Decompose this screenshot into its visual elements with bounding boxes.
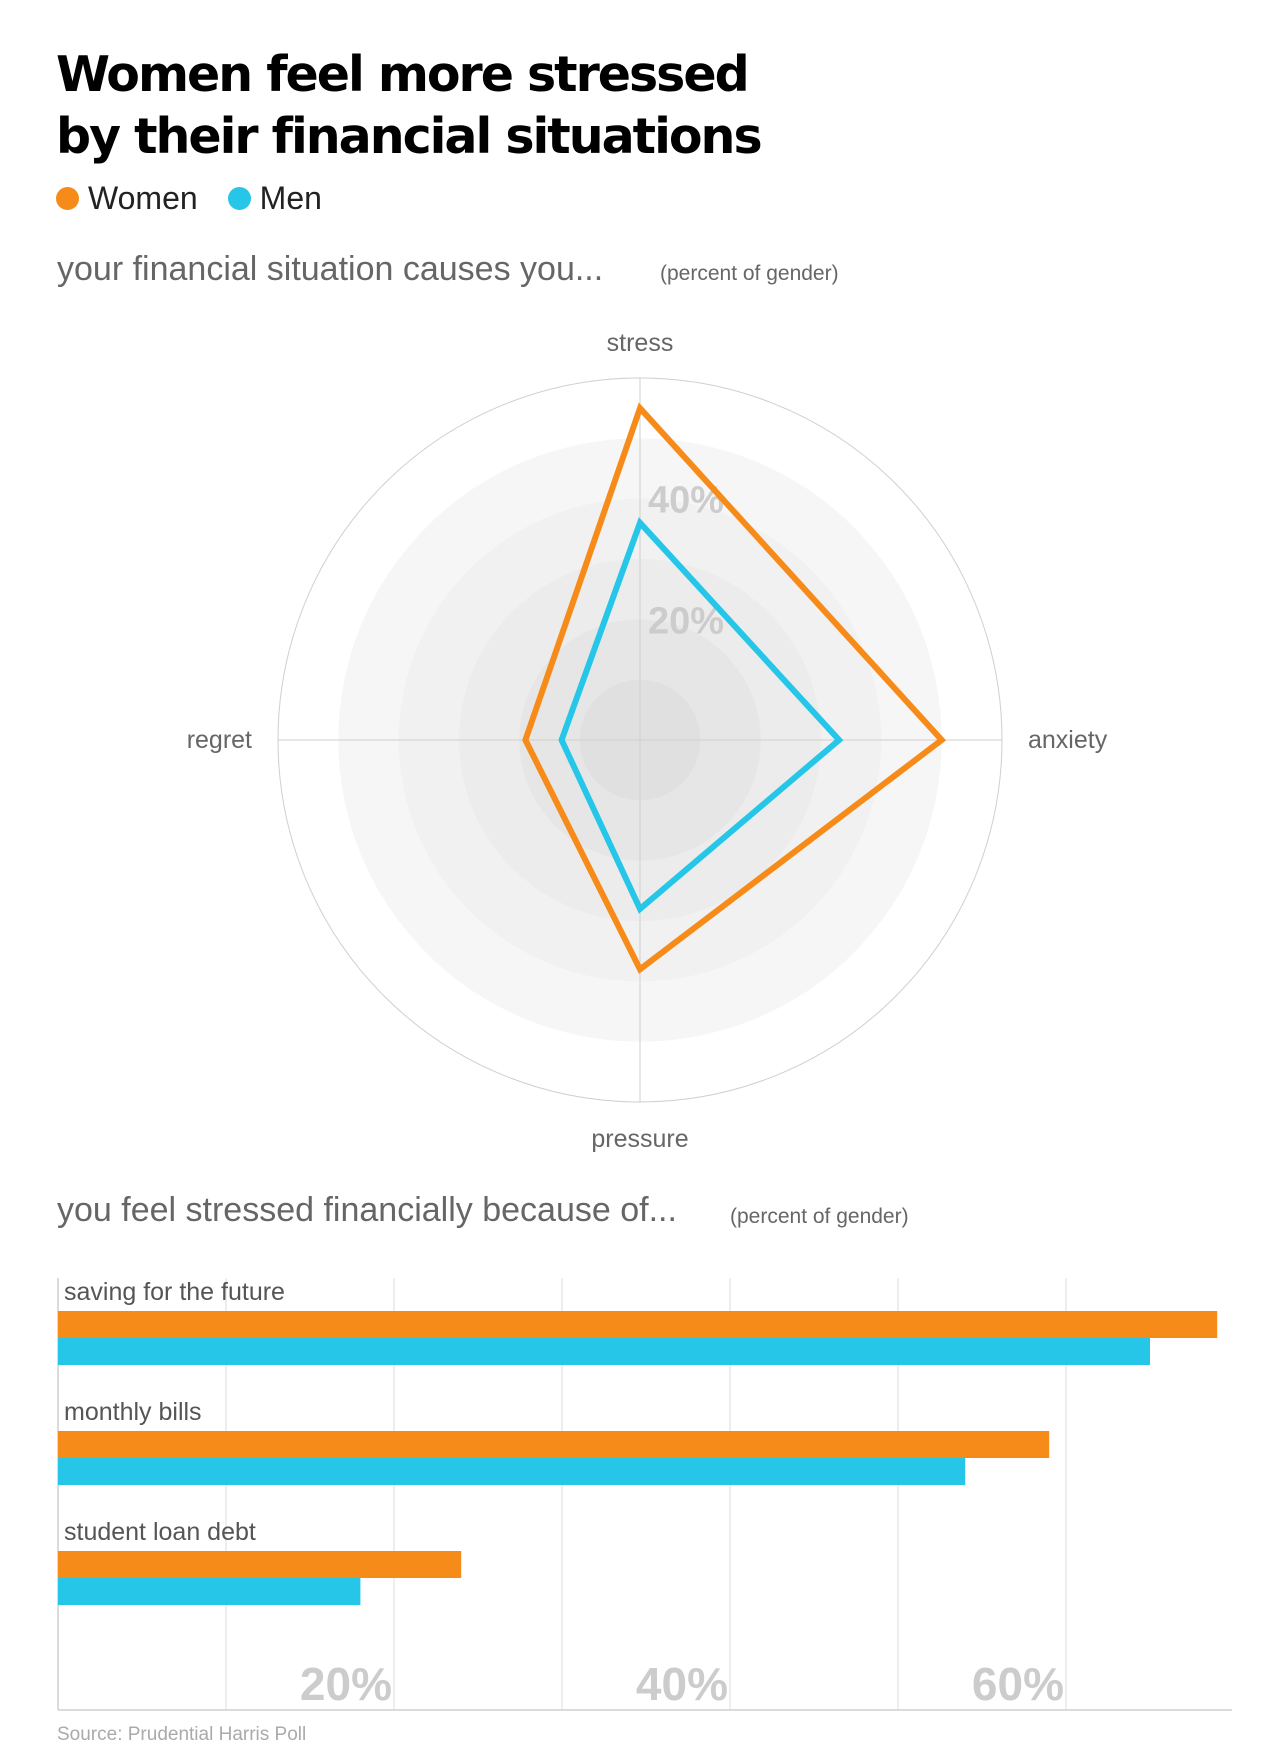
bar-women-1 [58,1431,1050,1458]
bar-category-label: saving for the future [64,1278,285,1306]
legend-label-men: Men [259,180,322,216]
radar-axis-label-pressure: pressure [591,1125,688,1153]
radar-series-women [522,402,947,974]
radar-axis-label-anxiety: anxiety [1028,726,1108,754]
bar-category-label: student loan debt [64,1518,256,1546]
radar-axis-label-regret: regret [187,726,252,754]
bar-chart: 20% 40% 60% saving for the future monthly bi… [57,1278,1232,1711]
bar-tick-label: 20% [300,1658,392,1710]
legend-item-women: Women [56,180,198,217]
women-legend-swatch [56,187,79,210]
bar-category-label: monthly bills [64,1398,202,1426]
bar-section-title: you feel stressed financially because of… [57,1191,677,1229]
bar-men-2 [58,1578,361,1605]
bar-section-note: (percent of gender) [730,1205,909,1228]
legend: Women Men [56,180,352,217]
bar-women-0 [58,1311,1218,1338]
radar-axis-label-stress: stress [607,329,674,357]
radar-section-note: (percent of gender) [660,262,839,285]
bar-tick-label: 40% [636,1658,728,1710]
radar-series-men [558,517,844,914]
legend-item-men: Men [227,180,322,217]
men-legend-swatch [227,187,251,210]
legend-label-women: Women [88,180,198,216]
chart-title-line-2: by their financial situations [56,108,763,165]
source-note: Source: Prudential Harris Poll [57,1724,307,1745]
bar-women-2 [58,1551,462,1578]
chart-title-line-1: Women feel more stressed [56,46,750,103]
bar-men-0 [58,1338,1150,1365]
bar-men-1 [58,1458,966,1485]
radar-section-title: your financial situation causes you... [57,250,604,288]
chart-title: Women feel more stressed by their financ… [56,44,763,168]
bar-tick-label: 60% [972,1658,1064,1710]
radar-tick-label: 20% [648,600,724,642]
